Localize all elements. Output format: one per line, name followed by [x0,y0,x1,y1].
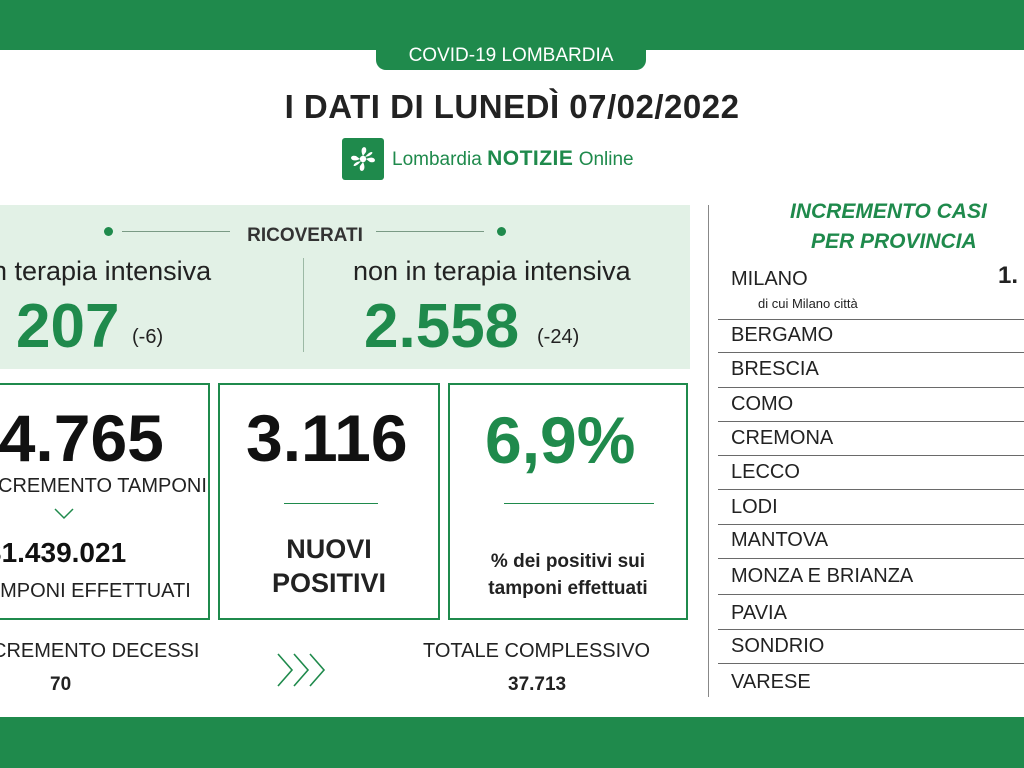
tamponi-total-label: TAMPONI EFFETTUATI [0,580,191,602]
province-sub: di cui Milano città [758,296,858,311]
non-intensive-label: non in terapia intensiva [353,256,631,286]
province-row: CREMONA [718,422,1024,456]
province-name: MILANO [731,268,808,290]
province-row-milano: MILANO di cui Milano città [718,262,1024,320]
province-row: MANTOVA [718,525,1024,559]
ricoverati-dot-right [497,227,506,236]
ricoverati-divider [303,258,304,352]
intensive-value: 207 [16,292,120,361]
province-row: BERGAMO [718,320,1024,353]
province-title-2: PER PROVINCIA [811,230,977,253]
tamponi-box: 44.765 INCREMENTO TAMPONI 31.439.021 TAM… [0,383,210,620]
region-pill: COVID-19 LOMBARDIA [376,42,646,70]
percentuale-box: 6,9% % dei positivi sui tamponi effettua… [448,383,688,620]
percentuale-label-2: tamponi effettuati [488,578,648,599]
top-band [0,0,1024,50]
logo-text-pre: Lombardia [392,149,482,170]
province-title-1: INCREMENTO CASI [790,200,987,223]
province-name: CREMONA [731,427,834,449]
non-intensive-delta: (-24) [537,326,580,348]
province-name: MANTOVA [731,529,829,551]
ricoverati-line-left [122,231,230,232]
logo-text-post: Online [578,149,634,170]
ricoverati-panel: RICOVERATI [0,205,690,369]
percentuale-label-1: % dei positivi sui [490,551,646,572]
province-row: BRESCIA [718,353,1024,388]
page-title: I DATI DI LUNEDÌ 07/02/2022 [284,88,740,125]
tamponi-total: 31.439.021 [0,537,127,568]
province-name: PAVIA [731,602,787,624]
province-name: LECCO [731,461,800,483]
decessi-value: 70 [50,674,72,695]
bottom-band [0,717,1024,768]
positivi-label-1: NUOVI [286,534,372,564]
province-name: SONDRIO [731,635,825,657]
percentuale-value: 6,9% [485,403,636,477]
positivi-box: 3.116 NUOVI POSITIVI [218,383,440,620]
positivi-label-2: POSITIVI [271,568,387,598]
province-name: BRESCIA [731,358,819,380]
lombardia-notizie-logo: Lombardia NOTIZIE Online [342,138,634,180]
percentuale-divider [504,503,654,504]
province-name: COMO [731,393,794,415]
triple-chevron-right-icon [276,650,336,695]
province-row: PAVIA [718,595,1024,630]
province-divider [708,205,709,697]
province-row: COMO [718,388,1024,422]
positivi-divider [284,503,378,504]
province-name: BERGAMO [731,324,834,346]
province-name: LODI [731,496,778,518]
province-value-milano: 1. [998,262,1019,289]
ricoverati-line-right [376,231,484,232]
ricoverati-dot-left [104,227,113,236]
province-name: VARESE [731,671,811,693]
province-row: VARESE [718,664,1024,697]
province-name: MONZA E BRIANZA [731,565,914,587]
province-row: SONDRIO [718,630,1024,664]
chevron-down-icon [54,507,74,525]
intensive-delta: (-6) [132,326,164,348]
province-row: LODI [718,490,1024,525]
logo-text-bold: NOTIZIE [487,147,574,170]
intensive-label: in terapia intensiva [0,256,212,286]
decessi-label: INCREMENTO DECESSI [0,640,200,662]
totale-label: TOTALE COMPLESSIVO [423,640,651,662]
ricoverati-title: RICOVERATI [247,225,363,246]
province-row: MONZA E BRIANZA [718,559,1024,595]
non-intensive-value: 2.558 [364,292,520,361]
lombardia-logo-icon [342,138,384,180]
totale-value: 37.713 [508,674,567,695]
tamponi-label: INCREMENTO TAMPONI [0,475,207,497]
province-row: LECCO [718,456,1024,490]
logo-text: Lombardia NOTIZIE Online [392,147,634,171]
positivi-value: 3.116 [246,401,408,475]
tamponi-value: 44.765 [0,401,164,475]
